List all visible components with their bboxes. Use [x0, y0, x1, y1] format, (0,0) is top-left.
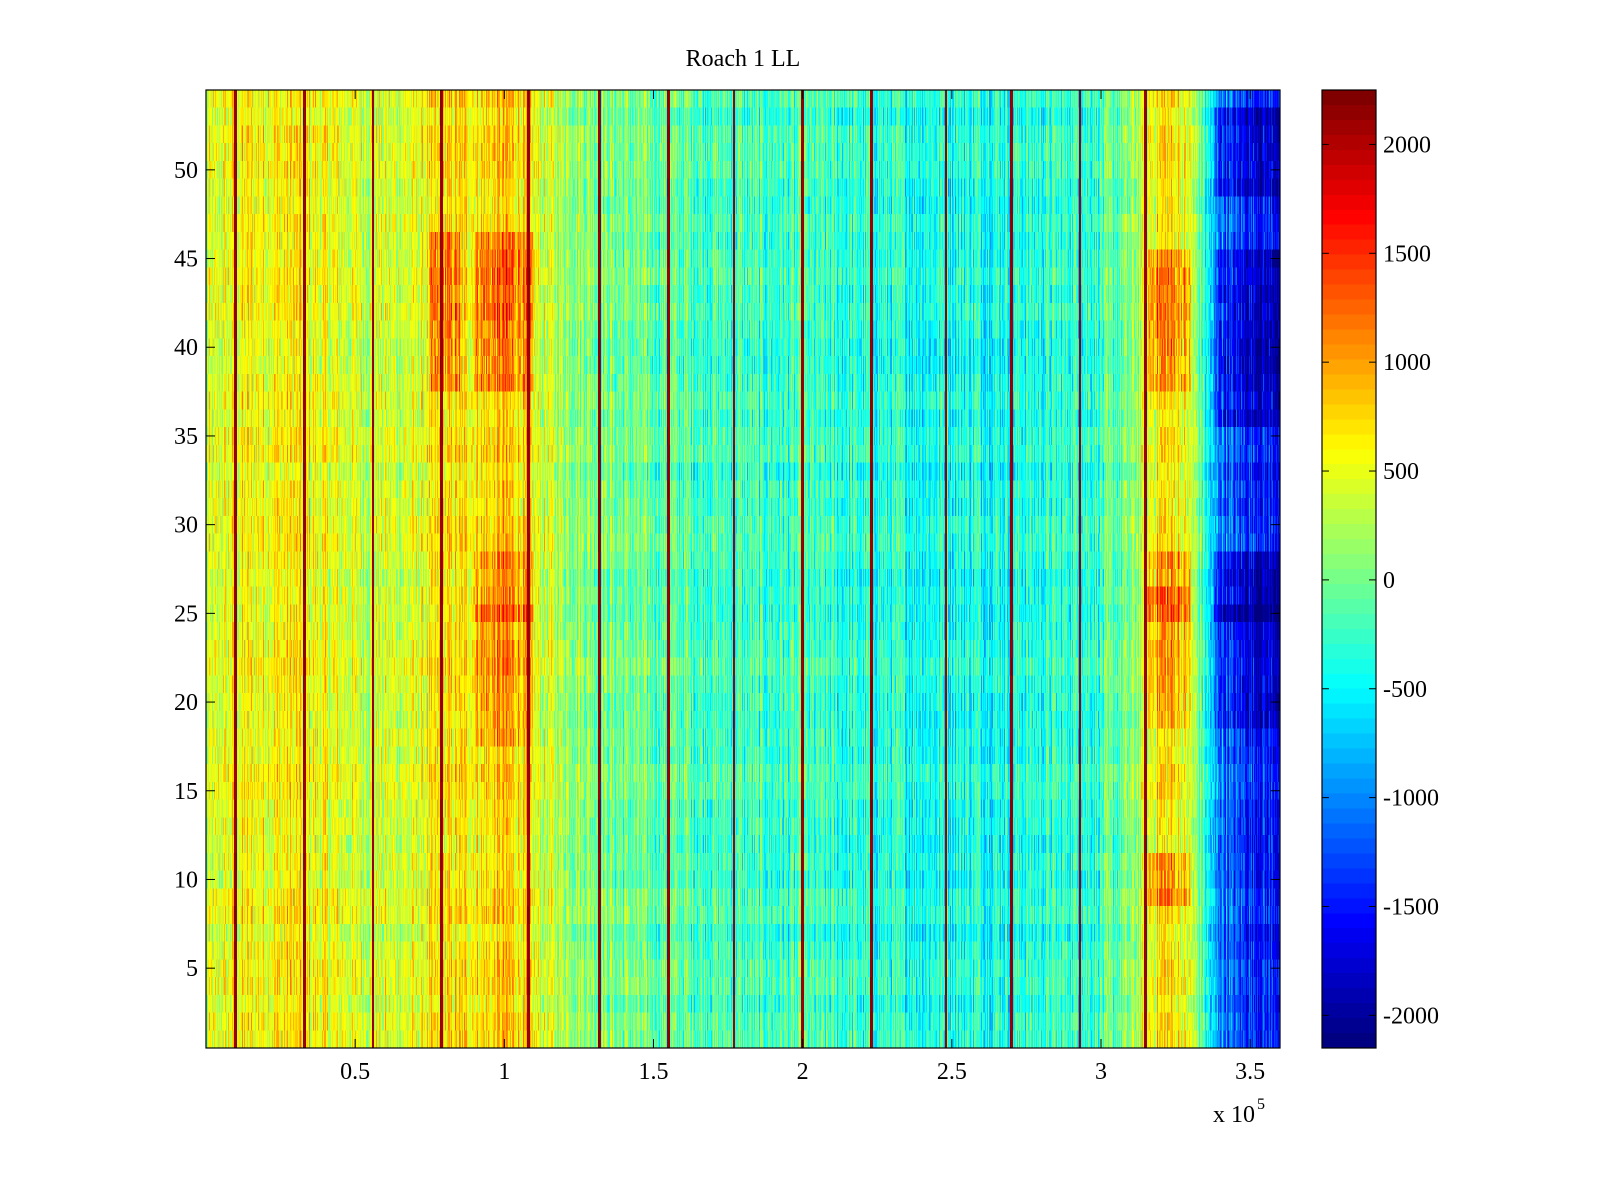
x-axis: 0.5 1 1.5 2 2.5 3 3.5: [340, 90, 1265, 1085]
colorbar-tick-label: -1500: [1383, 894, 1439, 920]
colorbar-tick-label: -2000: [1383, 1003, 1439, 1029]
colorbar-tick-label: 2000: [1383, 132, 1431, 158]
colorbar-tick-label: 0: [1383, 568, 1395, 594]
y-tick-label: 15: [174, 779, 198, 805]
y-tick-label: 35: [174, 424, 198, 450]
x-axis-multiplier: x 10 5: [1213, 1096, 1265, 1128]
y-tick-label: 5: [186, 956, 198, 982]
heatmap-cells: [206, 90, 1280, 1048]
x-axis-multiplier-label: x 10: [1213, 1102, 1255, 1128]
colorbar-tick-label: 1000: [1383, 350, 1431, 376]
y-tick-label: 50: [174, 158, 198, 184]
colorbar-ramp: [1322, 90, 1376, 1048]
y-tick-label: 45: [174, 247, 198, 273]
colorbar-tick-label: -1000: [1383, 786, 1439, 812]
y-tick-label: 25: [174, 601, 198, 627]
x-axis-multiplier-exponent: 5: [1257, 1096, 1265, 1113]
x-tick-label: 0.5: [340, 1059, 370, 1085]
colorbar-tick-label: 1500: [1383, 241, 1431, 267]
plot-frame: [205, 89, 1281, 1049]
y-axis: 5 10 15 20 25 30 35 40 45 50: [174, 158, 1280, 982]
colorbar-tick-label: 500: [1383, 459, 1419, 485]
chart-title: Roach 1 LL: [686, 46, 801, 72]
x-tick-label: 2: [797, 1059, 809, 1085]
colorbar-ticks: 2000 1500 1000 500 0 -500 -1000 -1500 -2000: [1322, 132, 1439, 1029]
y-tick-label: 20: [174, 690, 198, 716]
x-tick-label: 2.5: [937, 1059, 967, 1085]
x-tick-label: 1.5: [639, 1059, 669, 1085]
y-tick-label: 30: [174, 513, 198, 539]
heatmap-plot-area: [205, 89, 1281, 1049]
colorbar-tick-label: -500: [1383, 677, 1427, 703]
colorbar: 2000 1500 1000 500 0 -500 -1000 -1500 -2000: [1321, 89, 1439, 1049]
x-tick-label: 3.5: [1235, 1059, 1265, 1085]
colorbar-frame: [1321, 89, 1377, 1049]
y-tick-label: 40: [174, 335, 198, 361]
y-tick-label: 10: [174, 867, 198, 893]
x-tick-label: 1: [498, 1059, 510, 1085]
x-tick-label: 3: [1095, 1059, 1107, 1085]
